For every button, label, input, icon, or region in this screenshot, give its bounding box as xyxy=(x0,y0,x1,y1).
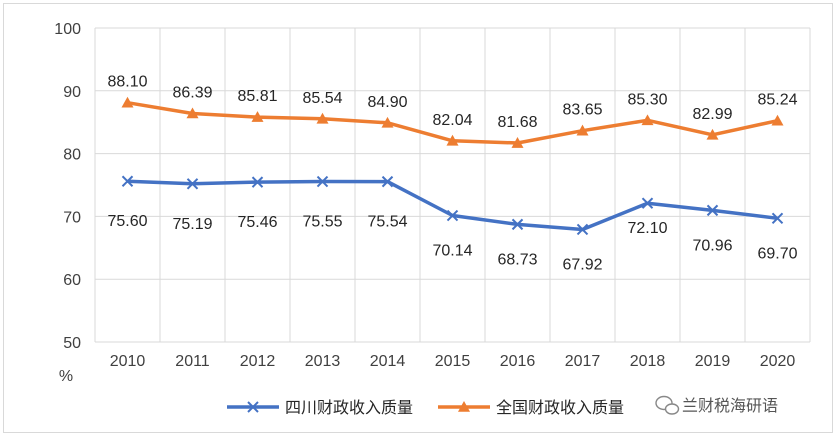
data-label: 83.65 xyxy=(562,102,602,119)
series-1-point xyxy=(446,134,459,146)
series-1-point xyxy=(186,107,199,119)
series-0-point xyxy=(576,223,589,236)
data-label: 68.73 xyxy=(497,251,537,268)
series-0-point xyxy=(251,176,264,188)
data-label: 85.30 xyxy=(627,91,667,108)
series-0-point xyxy=(706,204,719,217)
y-tick-label: 100 xyxy=(54,21,81,38)
watermark-text: 兰财税海研语 xyxy=(682,397,778,415)
line-chart: 50 60 70 80 90 100 2010 2011 2012 2013 2014 2015 201… xyxy=(54,21,811,417)
data-label: 75.55 xyxy=(302,214,342,231)
x-tick-label: 2014 xyxy=(370,353,406,370)
legend-marker-0 xyxy=(247,401,259,413)
series-0-point xyxy=(381,175,394,188)
data-label: 82.04 xyxy=(432,112,472,129)
data-label: 82.99 xyxy=(692,106,732,123)
x-tick-label: 2013 xyxy=(305,353,341,370)
data-label: 75.54 xyxy=(367,214,407,231)
x-tick-label: 2018 xyxy=(630,353,666,370)
data-label: 88.10 xyxy=(107,74,147,91)
data-label: 75.46 xyxy=(237,214,277,231)
x-tick-label: 2015 xyxy=(435,353,471,370)
data-label: 86.39 xyxy=(172,84,212,101)
series-1-point xyxy=(121,96,134,108)
series-1-point xyxy=(771,114,784,126)
y-tick-label: 60 xyxy=(63,272,81,289)
data-label: 70.96 xyxy=(692,237,732,254)
data-label: 75.19 xyxy=(172,216,212,233)
series-0-point xyxy=(121,175,134,187)
y-tick-label: 80 xyxy=(63,147,81,164)
data-label: 72.10 xyxy=(627,220,667,237)
series-1-point xyxy=(381,116,394,128)
x-tick-label: 2012 xyxy=(240,353,276,370)
legend-label-0: 四川财政收入质量 xyxy=(285,399,413,417)
data-label: 84.90 xyxy=(367,94,407,111)
wechat-icon-bubble xyxy=(664,403,680,415)
chart-frame: 50 60 70 80 90 100 2010 2011 2012 2013 2014 2015 201… xyxy=(3,3,833,433)
series-0-point xyxy=(641,197,654,209)
y-tick-label: 90 xyxy=(63,84,81,101)
x-tick-label: 2010 xyxy=(110,353,146,370)
series-0-point xyxy=(316,175,329,188)
data-label: 85.24 xyxy=(757,92,797,109)
series-1-point xyxy=(706,128,719,140)
data-label: 75.60 xyxy=(107,213,147,230)
series-0-point xyxy=(771,212,784,224)
x-tick-label: 2011 xyxy=(175,353,210,370)
series-0-point xyxy=(186,178,199,190)
data-label: 85.81 xyxy=(237,88,277,105)
x-tick-label: 2016 xyxy=(500,353,536,370)
data-label: 85.54 xyxy=(302,90,342,107)
series-0-point xyxy=(446,209,459,222)
y-tick-label: 70 xyxy=(63,209,81,226)
data-label: 67.92 xyxy=(562,256,602,273)
data-label: 69.70 xyxy=(757,245,797,262)
series-1-point xyxy=(251,111,264,122)
x-tick-label: 2019 xyxy=(695,353,731,370)
data-label: 70.14 xyxy=(432,243,472,260)
legend-label-1: 全国财政收入质量 xyxy=(496,399,624,417)
series-1-point xyxy=(316,112,329,124)
x-tick-label: 2020 xyxy=(760,353,796,370)
series-1-point xyxy=(641,114,654,126)
y-axis-label: % xyxy=(59,368,73,385)
data-label: 81.68 xyxy=(497,114,537,131)
series-1-point xyxy=(576,124,589,136)
x-tick-label: 2017 xyxy=(565,353,601,370)
y-tick-label: 50 xyxy=(63,335,81,352)
series-1-point xyxy=(511,137,524,148)
legend-marker-1 xyxy=(458,401,470,412)
wechat-icon xyxy=(655,395,673,411)
series-0-point xyxy=(511,218,524,231)
